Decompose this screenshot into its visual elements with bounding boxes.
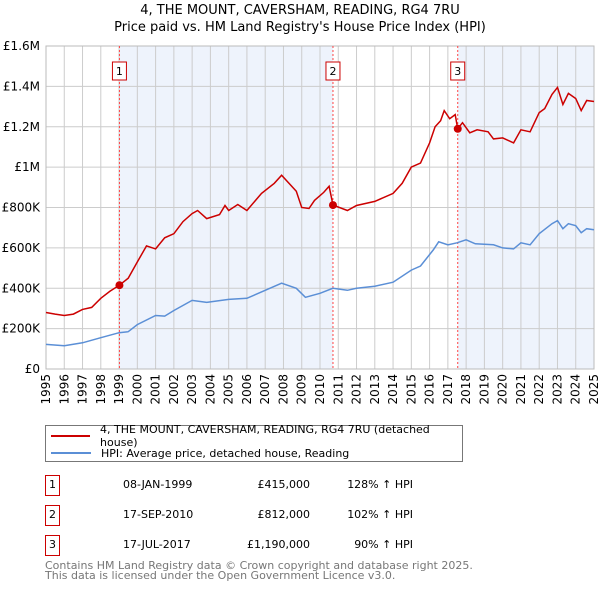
transaction-price: £415,000 bbox=[257, 478, 311, 491]
sale-point bbox=[453, 124, 462, 133]
y-tick-label: £1.2M bbox=[3, 120, 40, 134]
plot-frame bbox=[45, 45, 595, 370]
sale-marker-label: 2 bbox=[329, 65, 336, 78]
x-tick-label: 2019 bbox=[477, 374, 491, 405]
y-tick-label: £600K bbox=[2, 241, 42, 255]
x-tick-label: 2014 bbox=[386, 374, 400, 405]
x-tick-label: 2000 bbox=[130, 374, 144, 405]
legend-label: 4, THE MOUNT, CAVERSHAM, READING, RG4 7R… bbox=[100, 423, 430, 449]
sale-marker-label: 3 bbox=[454, 65, 461, 78]
transaction-number: 3 bbox=[45, 535, 60, 556]
x-tick-label: 2025 bbox=[587, 374, 600, 405]
transaction-date: 08-JAN-1999 bbox=[123, 478, 193, 491]
x-tick-label: 2018 bbox=[459, 374, 473, 405]
price-chart: 1995 1996 1997 1998 1999 2000 2001 2002 2003 2004… bbox=[2, 39, 600, 405]
x-tick-label: 2021 bbox=[514, 374, 528, 405]
x-tick-label: 2008 bbox=[276, 374, 290, 405]
x-tick-label: 2023 bbox=[550, 374, 564, 405]
sale-point bbox=[328, 201, 337, 210]
y-tick-label: £200K bbox=[2, 322, 42, 336]
transaction-row: 1 08-JAN-1999 £415,000 128% ↑ HPI bbox=[45, 475, 465, 496]
y-tick-label: £1.4M bbox=[3, 79, 40, 93]
x-tick-label: 1997 bbox=[76, 374, 90, 405]
footer-licence: This data is licensed under the Open Gov… bbox=[45, 569, 396, 582]
x-tick-label: 2020 bbox=[496, 374, 510, 405]
x-tick-label: 2015 bbox=[404, 374, 418, 405]
y-tick-label: £1M bbox=[14, 160, 40, 174]
y-tick-label: £800K bbox=[2, 201, 42, 215]
x-tick-label: 1999 bbox=[112, 374, 126, 405]
transaction-hpi: 102% ↑ HPI bbox=[347, 508, 413, 521]
x-tick-label: 2017 bbox=[441, 374, 455, 405]
sale-point bbox=[115, 281, 124, 290]
chart-subtitle: Price paid vs. HM Land Registry's House … bbox=[114, 20, 486, 35]
chart-title: 4, THE MOUNT, CAVERSHAM, READING, RG4 7R… bbox=[140, 3, 460, 18]
x-tick-label: 2002 bbox=[167, 374, 181, 405]
x-tick-label: 2005 bbox=[222, 374, 236, 405]
transaction-number: 1 bbox=[45, 475, 60, 496]
x-tick-label: 1995 bbox=[39, 374, 53, 405]
x-tick-label: 2006 bbox=[240, 374, 254, 405]
legend-label: HPI: Average price, detached house, Read… bbox=[101, 446, 350, 460]
x-tick-label: 2009 bbox=[295, 374, 309, 405]
transaction-date: 17-JUL-2017 bbox=[123, 538, 191, 551]
x-tick-label: 2022 bbox=[532, 374, 546, 405]
transaction-hpi: 90% ↑ HPI bbox=[354, 538, 413, 551]
y-tick-label: £400K bbox=[2, 281, 42, 295]
x-tick-label: 2024 bbox=[569, 374, 583, 405]
y-tick-label: £1.6M bbox=[3, 39, 40, 53]
footer-copyright: Contains HM Land Registry data © Crown c… bbox=[45, 559, 473, 572]
sale-marker-box bbox=[325, 61, 341, 81]
legend: 4, THE MOUNT, CAVERSHAM, READING, RG4 7R… bbox=[45, 423, 463, 462]
transaction-number: 2 bbox=[45, 505, 60, 526]
transaction-date: 17-SEP-2010 bbox=[123, 508, 194, 521]
legend-item-property: 4, THE MOUNT, CAVERSHAM, READING, RG4 7R… bbox=[46, 423, 462, 449]
y-tick-label: £0 bbox=[25, 362, 40, 376]
sale-marker-box bbox=[450, 61, 466, 81]
x-tick-label: 1996 bbox=[57, 374, 71, 405]
x-tick-label: 2011 bbox=[331, 374, 345, 405]
x-tick-label: 2012 bbox=[350, 374, 364, 405]
sale-marker-label: 1 bbox=[116, 65, 123, 78]
transaction-price: £812,000 bbox=[257, 508, 311, 521]
x-tick-label: 2016 bbox=[423, 374, 437, 405]
transaction-hpi: 128% ↑ HPI bbox=[347, 478, 413, 491]
legend-swatch-hpi bbox=[51, 452, 91, 454]
x-tick-label: 2007 bbox=[258, 374, 272, 405]
transaction-row: 3 17-JUL-2017 £1,190,000 90% ↑ HPI bbox=[45, 535, 465, 556]
x-tick-label: 2003 bbox=[185, 374, 199, 405]
legend-item-hpi: HPI: Average price, detached house, Read… bbox=[46, 445, 349, 461]
x-tick-label: 2010 bbox=[313, 374, 327, 405]
x-tick-label: 2013 bbox=[368, 374, 382, 405]
property-price-line bbox=[45, 85, 595, 317]
transaction-row: 2 17-SEP-2010 £812,000 102% ↑ HPI bbox=[45, 505, 465, 526]
hpi-line bbox=[45, 219, 595, 347]
transaction-price: £1,190,000 bbox=[247, 538, 310, 551]
sale-marker-box bbox=[111, 61, 127, 81]
x-tick-label: 2001 bbox=[149, 374, 163, 405]
legend-swatch-property bbox=[51, 435, 91, 437]
x-tick-label: 2004 bbox=[203, 374, 217, 405]
x-tick-label: 1998 bbox=[94, 374, 108, 405]
